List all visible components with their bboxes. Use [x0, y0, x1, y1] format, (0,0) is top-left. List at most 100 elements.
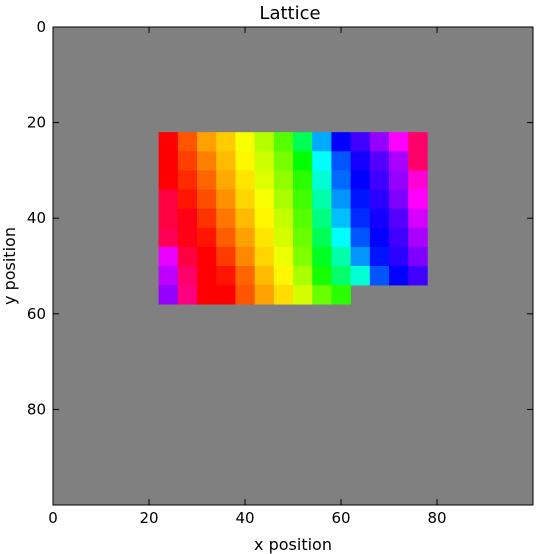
lattice-cell — [197, 237, 217, 243]
lattice-cell — [216, 184, 236, 190]
lattice-cell — [197, 256, 217, 262]
lattice-cell — [216, 189, 236, 195]
lattice-cell — [216, 170, 236, 176]
lattice-cell — [312, 237, 332, 243]
lattice-cell — [235, 203, 255, 209]
lattice-cell — [293, 194, 313, 200]
lattice-cell — [177, 189, 198, 195]
lattice-cell — [216, 227, 236, 233]
lattice-cell — [369, 222, 390, 229]
lattice-cell — [350, 165, 371, 171]
lattice-cell — [369, 270, 390, 276]
lattice-cell — [331, 232, 351, 238]
lattice-cell — [235, 280, 255, 286]
lattice-cell — [408, 136, 428, 143]
lattice-cell — [273, 146, 294, 152]
lattice-cell — [293, 242, 313, 248]
lattice-cell — [235, 242, 255, 248]
lattice-cell — [350, 179, 371, 186]
lattice-cell — [331, 266, 351, 272]
lattice-cell — [369, 160, 390, 166]
lattice-cell — [216, 160, 236, 166]
lattice-cell — [369, 199, 390, 205]
lattice-cell — [158, 294, 179, 300]
lattice-cell — [158, 275, 179, 281]
lattice-cell — [177, 227, 198, 233]
lattice-cell — [293, 132, 313, 138]
y-tick-label: 40 — [27, 209, 46, 227]
lattice-cell — [293, 170, 313, 176]
lattice-cell — [312, 184, 332, 190]
y-tick-label: 60 — [27, 305, 46, 323]
lattice-cell — [408, 146, 428, 152]
x-tick-label: 60 — [331, 509, 350, 527]
lattice-cell — [293, 251, 313, 257]
lattice-cell — [369, 170, 390, 176]
lattice-cell — [254, 222, 275, 229]
lattice-cell — [254, 160, 275, 166]
lattice-cell — [216, 132, 236, 138]
lattice-cell — [293, 136, 313, 143]
lattice-cell — [216, 208, 236, 214]
lattice-cell — [158, 189, 179, 195]
lattice-cell — [369, 136, 390, 143]
lattice-cell — [273, 156, 294, 162]
lattice-cell — [350, 266, 371, 272]
lattice-cell — [408, 179, 428, 186]
lattice-cell — [235, 285, 255, 291]
lattice-cell — [216, 165, 236, 171]
lattice-cell — [312, 203, 332, 209]
lattice-cell — [350, 146, 371, 152]
lattice-cell — [369, 194, 390, 200]
lattice-cell — [389, 156, 409, 162]
lattice-cell — [293, 256, 313, 262]
lattice-cell — [177, 232, 198, 238]
lattice-cell — [293, 189, 313, 195]
lattice-cell — [216, 179, 236, 186]
lattice-cell — [177, 184, 198, 190]
lattice-cell — [312, 222, 332, 229]
lattice-cell — [235, 294, 255, 300]
lattice-cell — [197, 136, 217, 143]
lattice-cell — [158, 261, 179, 267]
lattice-cell — [254, 175, 275, 181]
lattice-cell — [389, 165, 409, 171]
lattice-cell — [331, 213, 351, 219]
lattice-cell — [389, 151, 409, 157]
lattice-cell — [331, 289, 351, 295]
lattice-cell — [235, 275, 255, 281]
lattice-cell — [389, 261, 409, 267]
lattice-cell — [254, 285, 275, 291]
lattice-cell — [408, 261, 428, 267]
lattice-cell — [177, 242, 198, 248]
lattice-cell — [369, 256, 390, 262]
lattice-cell — [408, 256, 428, 262]
lattice-cell — [331, 179, 351, 186]
lattice-cell — [312, 285, 332, 291]
lattice-cell — [177, 199, 198, 205]
lattice-cell — [177, 132, 198, 138]
lattice-cell — [369, 156, 390, 162]
lattice-cell — [197, 165, 217, 171]
lattice-cell — [312, 132, 332, 138]
lattice-cell — [293, 222, 313, 229]
lattice-cell — [293, 289, 313, 295]
lattice-cell — [235, 266, 255, 272]
lattice-cell — [389, 170, 409, 176]
lattice-cell — [312, 208, 332, 214]
lattice-cell — [216, 213, 236, 219]
lattice-cell — [254, 203, 275, 209]
lattice-cell — [312, 165, 332, 171]
lattice-cell — [216, 242, 236, 248]
lattice-cell — [350, 275, 371, 281]
lattice-cell — [312, 141, 332, 147]
lattice-cell — [293, 232, 313, 238]
lattice-cell — [331, 256, 351, 262]
lattice-cell — [369, 141, 390, 147]
lattice-cell — [273, 294, 294, 300]
lattice-cell — [254, 208, 275, 214]
lattice-cell — [350, 208, 371, 214]
x-tick-label: 20 — [139, 509, 158, 527]
lattice-cell — [350, 270, 371, 276]
lattice-cell — [177, 251, 198, 257]
